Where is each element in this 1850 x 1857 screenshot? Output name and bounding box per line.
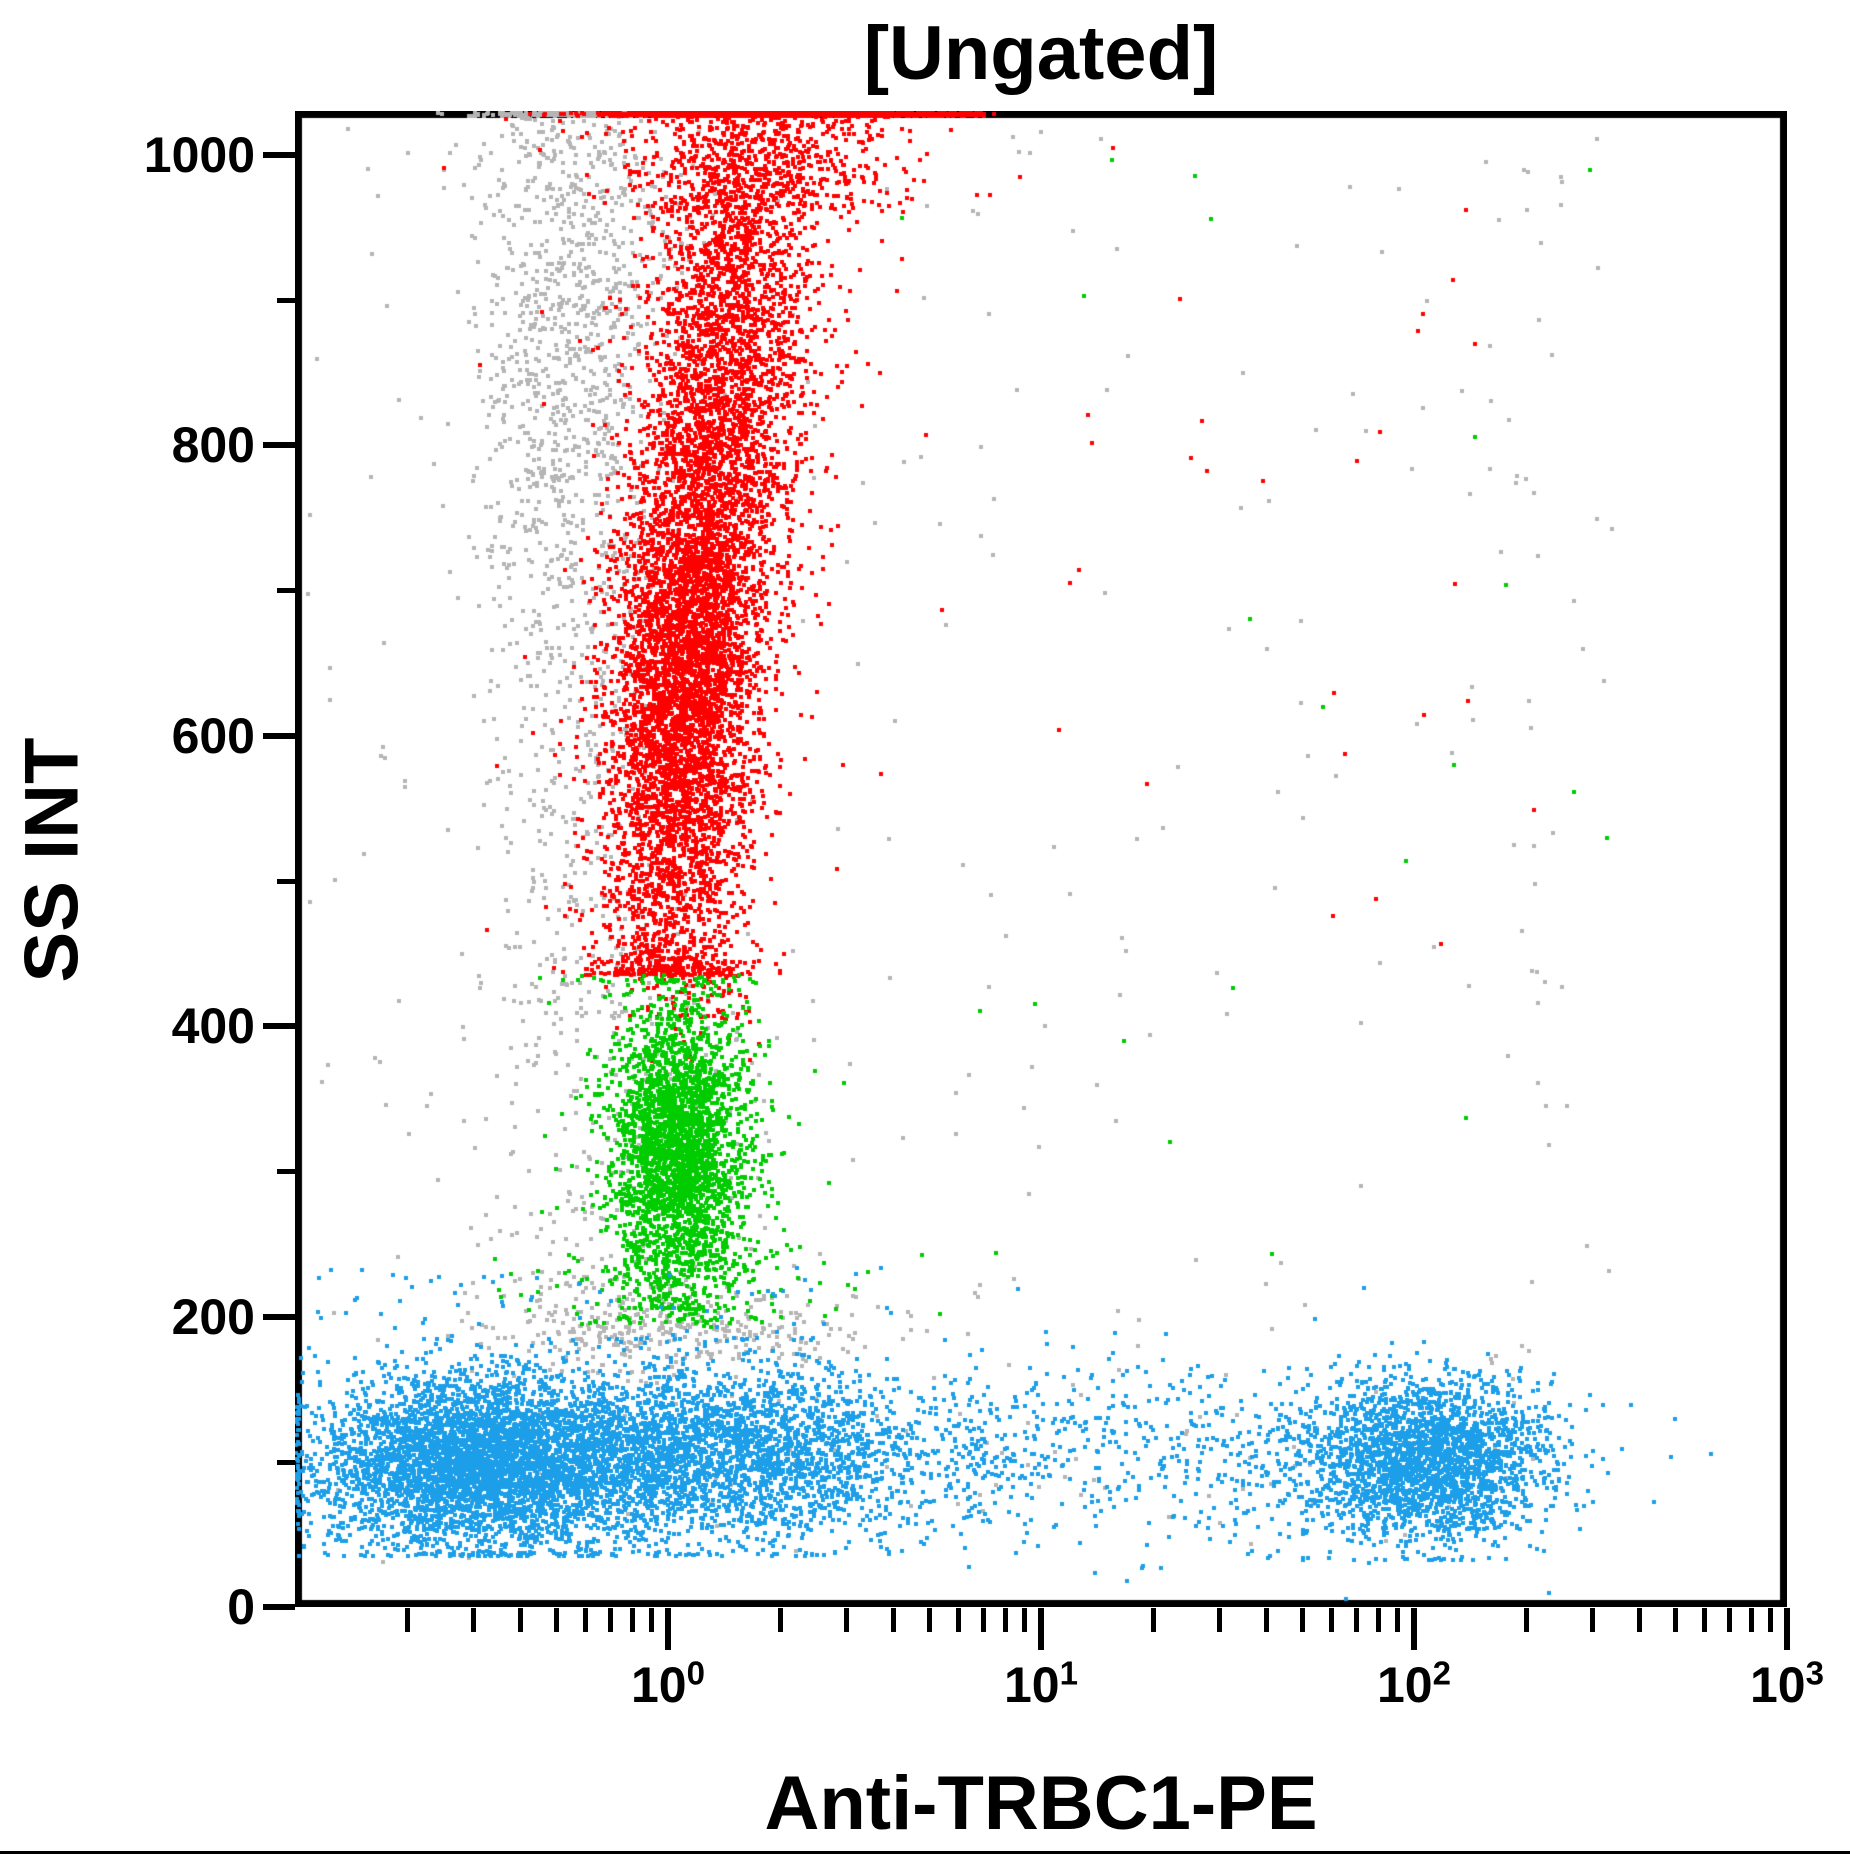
y-tick-label: 0	[227, 1579, 255, 1635]
y-major-tick	[263, 1023, 295, 1029]
y-minor-tick	[277, 879, 295, 884]
x-minor-tick	[1768, 1608, 1773, 1632]
x-minor-tick	[1637, 1608, 1642, 1632]
x-major-tick	[665, 1608, 671, 1650]
x-minor-tick	[844, 1608, 849, 1632]
y-tick-label: 800	[171, 417, 255, 473]
x-minor-tick	[1264, 1608, 1269, 1632]
x-minor-tick	[1395, 1608, 1400, 1632]
x-minor-tick	[630, 1608, 635, 1632]
y-tick-label: 1000	[143, 127, 255, 183]
x-tick-label: 103	[1750, 1654, 1824, 1713]
x-minor-tick	[891, 1608, 896, 1632]
x-minor-tick	[518, 1608, 523, 1632]
x-minor-tick	[1022, 1608, 1027, 1632]
x-minor-tick	[1673, 1608, 1678, 1632]
x-minor-tick	[1590, 1608, 1595, 1632]
x-minor-tick	[1727, 1608, 1732, 1632]
x-major-tick	[1411, 1608, 1417, 1650]
y-minor-tick	[277, 1169, 295, 1174]
y-minor-tick	[277, 1460, 295, 1465]
y-major-tick	[263, 442, 295, 448]
x-minor-tick	[471, 1608, 476, 1632]
y-major-tick	[263, 1314, 295, 1320]
x-minor-tick	[1524, 1608, 1529, 1632]
x-minor-tick	[927, 1608, 932, 1632]
x-tick-label: 101	[1004, 1654, 1078, 1713]
y-major-tick	[263, 1604, 295, 1610]
x-minor-tick	[1003, 1608, 1008, 1632]
x-minor-tick	[1749, 1608, 1754, 1632]
y-axis-label: SS INT	[9, 737, 95, 983]
y-tick-label: 600	[171, 708, 255, 764]
y-major-tick	[263, 152, 295, 158]
x-minor-tick	[778, 1608, 783, 1632]
x-minor-tick	[1217, 1608, 1222, 1632]
x-minor-tick	[608, 1608, 613, 1632]
x-minor-tick	[956, 1608, 961, 1632]
x-minor-tick	[649, 1608, 654, 1632]
y-tick-label: 400	[171, 998, 255, 1054]
x-axis-label: Anti-TRBC1-PE	[764, 1761, 1318, 1846]
x-major-tick	[1038, 1608, 1044, 1650]
x-minor-tick	[1329, 1608, 1334, 1632]
x-minor-tick	[1151, 1608, 1156, 1632]
x-minor-tick	[1300, 1608, 1305, 1632]
x-minor-tick	[981, 1608, 986, 1632]
x-minor-tick	[405, 1608, 410, 1632]
plot-title: [Ungated]	[863, 11, 1219, 96]
bottom-rule	[0, 1851, 1850, 1854]
y-minor-tick	[277, 588, 295, 593]
x-major-tick	[1784, 1608, 1790, 1650]
x-minor-tick	[1354, 1608, 1359, 1632]
x-minor-tick	[1376, 1608, 1381, 1632]
scatter-plot-canvas	[295, 111, 1787, 1607]
y-major-tick	[263, 733, 295, 739]
x-minor-tick	[583, 1608, 588, 1632]
x-minor-tick	[1702, 1608, 1707, 1632]
y-tick-label: 200	[171, 1289, 255, 1345]
y-minor-tick	[277, 298, 295, 303]
x-tick-label: 102	[1377, 1654, 1451, 1713]
x-minor-tick	[554, 1608, 559, 1632]
x-tick-label: 100	[631, 1654, 705, 1713]
